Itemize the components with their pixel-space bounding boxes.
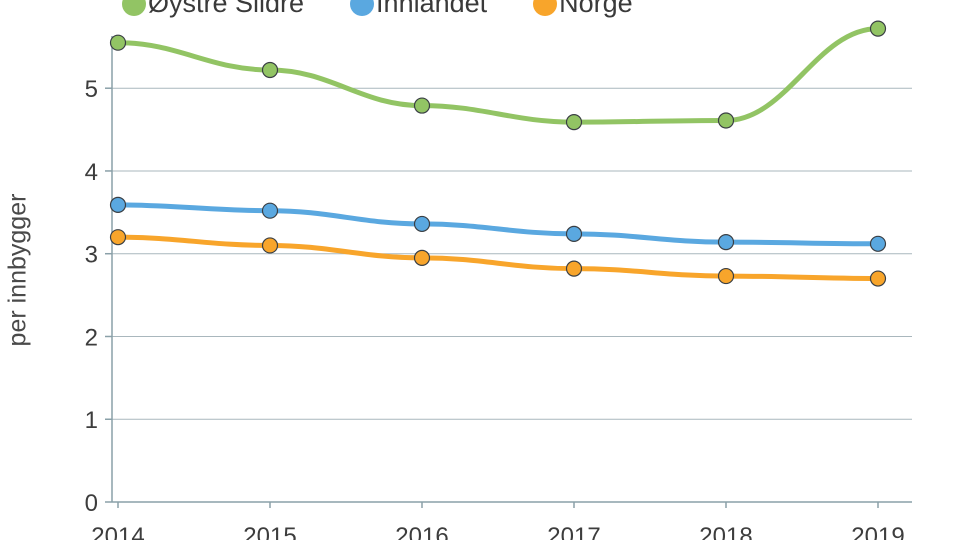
axes (111, 36, 912, 503)
legend-item-norge[interactable]: Norge (533, 0, 633, 19)
data-point[interactable] (869, 270, 887, 287)
data-point[interactable] (413, 215, 431, 233)
legend-item-oystre-slidre[interactable]: Øystre Slidre (122, 0, 304, 19)
series-line-1 (117, 202, 879, 247)
data-point[interactable] (261, 202, 279, 219)
legend-marker-icon (533, 0, 558, 16)
data-point[interactable] (869, 20, 887, 37)
legend-label: Innlandet (376, 0, 488, 18)
legend: Øystre Slidre Innlandet Norge (122, 0, 679, 19)
x-tick-label: 2015 (243, 523, 296, 540)
y-tick-label: 0 (85, 490, 98, 517)
data-point[interactable] (261, 237, 279, 254)
data-point[interactable] (109, 229, 127, 246)
data-point[interactable] (869, 235, 887, 252)
data-point[interactable] (109, 196, 127, 213)
x-tick-label: 2014 (91, 523, 144, 540)
data-point[interactable] (413, 97, 431, 114)
data-point[interactable] (413, 249, 431, 266)
x-tick-label: 2016 (395, 523, 448, 540)
legend-marker-icon (122, 0, 146, 16)
y-axis-ticks: 0 1 2 3 4 5 (85, 76, 112, 517)
data-point[interactable] (261, 61, 279, 79)
y-tick-label: 4 (85, 159, 98, 186)
x-tick-label: 2017 (547, 523, 600, 540)
series-line-2 (117, 234, 879, 282)
data-point[interactable] (717, 234, 735, 251)
data-point[interactable] (565, 114, 583, 131)
gridlines (112, 87, 912, 420)
data-point[interactable] (109, 34, 127, 51)
x-tick-label: 2019 (851, 523, 904, 540)
data-point[interactable] (565, 260, 583, 277)
series-points (109, 20, 887, 287)
y-tick-label: 5 (85, 76, 98, 103)
y-tick-label: 2 (85, 324, 98, 351)
y-tick-label: 3 (85, 242, 98, 269)
x-axis-ticks: 2014 2015 2016 2017 2018 2019 (91, 502, 905, 540)
data-point[interactable] (565, 225, 583, 242)
data-point[interactable] (717, 112, 735, 129)
x-tick-label: 2018 (699, 523, 752, 540)
legend-label: Norge (559, 0, 633, 18)
legend-marker-icon (350, 0, 375, 16)
data-point[interactable] (717, 267, 735, 285)
series-line-0 (117, 26, 879, 125)
legend-item-innlandet[interactable]: Innlandet (350, 0, 487, 19)
y-tick-label: 1 (85, 407, 98, 434)
legend-label: Øystre Slidre (148, 0, 305, 18)
series-lines (117, 26, 879, 282)
